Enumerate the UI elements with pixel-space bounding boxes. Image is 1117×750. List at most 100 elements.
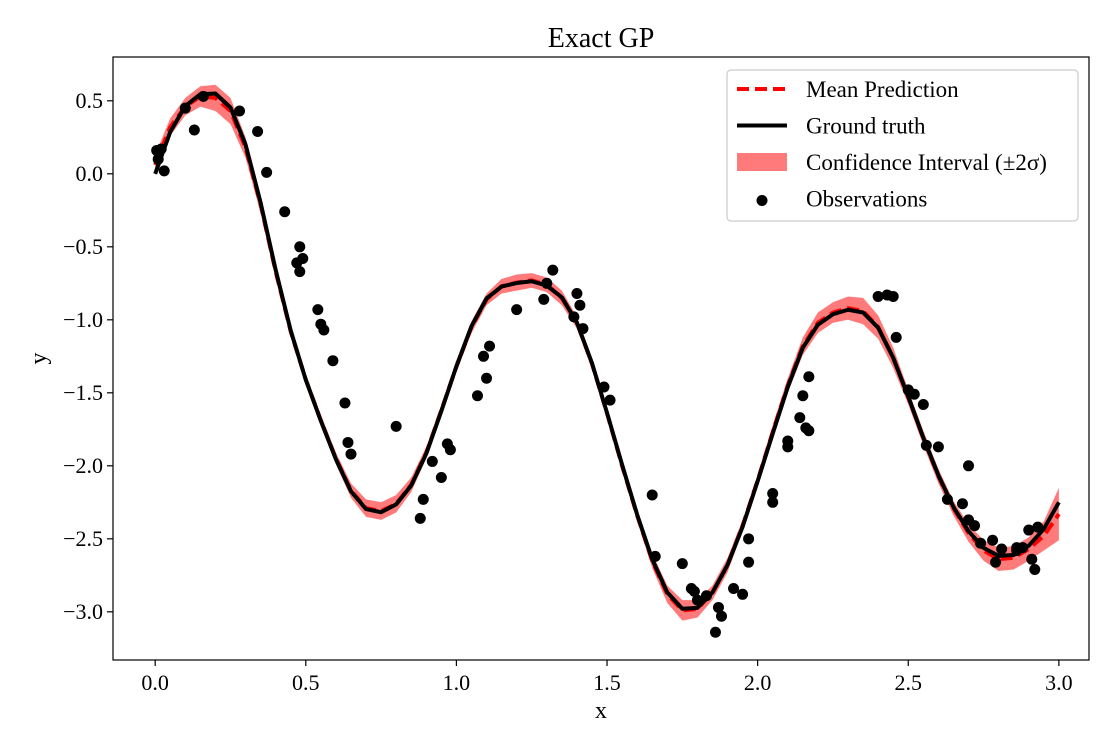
observation-point [547, 264, 559, 276]
legend-box [726, 69, 1079, 222]
axes-frame [112, 56, 1090, 661]
observation-point [538, 293, 550, 305]
observation-point [444, 444, 456, 456]
observation-point [715, 610, 727, 622]
x-tick-label: 0.5 [292, 670, 320, 695]
observation-point [511, 304, 523, 316]
observation-point [234, 105, 246, 117]
observation-point [963, 460, 975, 472]
observation-point [767, 488, 779, 500]
observation-point [987, 534, 999, 546]
observation-point [390, 420, 402, 432]
observation-point [688, 585, 700, 597]
observation-point [152, 153, 164, 165]
observation-point [649, 550, 661, 562]
observation-point [709, 626, 721, 638]
legend-label: Confidence Interval (±2σ) [806, 150, 1047, 175]
observation-point [414, 512, 426, 524]
legend-swatch-confidence-interval [737, 153, 787, 171]
x-tick-label: 3.0 [1045, 670, 1073, 695]
observation-point [996, 543, 1008, 555]
observation-point [990, 556, 1002, 568]
observation-point [484, 340, 496, 352]
observation-point [691, 594, 703, 606]
observation-point [1023, 524, 1035, 536]
x-tick-label: 0.0 [141, 670, 169, 695]
observation-point [571, 288, 583, 300]
chart-title: Exact GP [548, 23, 655, 54]
ground-truth-line [153, 91, 1061, 611]
legend-label: Mean Prediction [806, 77, 959, 102]
y-tick-label: 0.5 [76, 88, 104, 113]
observation-point [908, 388, 920, 400]
observation-point [577, 323, 589, 335]
observation-point [712, 601, 724, 613]
observation-point [294, 241, 306, 253]
y-axis-label: y [26, 353, 52, 365]
observation-point [339, 397, 351, 409]
plot-area [151, 84, 1061, 638]
observation-point [345, 448, 357, 460]
observation-point [261, 166, 273, 178]
observation-point [728, 582, 740, 594]
x-axis-label: x [595, 698, 607, 724]
observation-point [188, 124, 200, 136]
y-tick-label: −2.0 [63, 453, 103, 478]
observation-point [941, 493, 953, 505]
observation-point [1017, 542, 1029, 554]
y-tick-label: 0.0 [76, 161, 104, 186]
observation-point [797, 390, 809, 402]
legend: Mean Prediction Ground truth Confidence In… [726, 69, 1079, 222]
x-tick-label: 1.0 [443, 670, 471, 695]
observation-point [481, 372, 493, 384]
observation-point [598, 381, 610, 393]
observation-point [297, 252, 309, 264]
observation-point [197, 90, 209, 102]
observation-point [294, 266, 306, 278]
observation-point [155, 143, 167, 155]
observation-point [767, 496, 779, 508]
observation-point [700, 590, 712, 602]
observation-point [794, 412, 806, 424]
observation-point [803, 425, 815, 437]
legend-swatch-observations [756, 195, 768, 206]
observation-point [737, 588, 749, 600]
observation-point [887, 290, 899, 302]
observation-point [252, 125, 264, 137]
observation-point [279, 206, 291, 218]
axis-ticks: 0.0 0.5 1.0 1.5 2.0 2.5 3.0 0.5 0.0 −0.5 −1.0 −1.5 −… [63, 88, 1073, 695]
observation-point [956, 498, 968, 510]
observation-point [327, 355, 339, 367]
observation-point [541, 277, 553, 289]
y-tick-label: −1.0 [63, 307, 103, 332]
observation-point [646, 489, 658, 501]
y-tick-label: −1.5 [63, 380, 103, 405]
x-tick-label: 2.0 [744, 670, 772, 695]
y-tick-label: −3.0 [63, 599, 103, 624]
observation-point [920, 439, 932, 451]
observation-point [676, 558, 688, 570]
observation-point [1026, 553, 1038, 565]
observation-point [426, 455, 438, 467]
observation-point [574, 299, 586, 311]
observation-point [743, 556, 755, 568]
observation-point [478, 350, 490, 362]
y-tick-label: −0.5 [63, 234, 103, 259]
observation-point [318, 324, 330, 336]
observation-point [568, 311, 580, 323]
observation-point [782, 435, 794, 447]
y-tick-label: −2.5 [63, 526, 103, 551]
observation-point [932, 441, 944, 453]
observation-point [179, 102, 191, 114]
observation-point [917, 398, 929, 410]
x-tick-label: 1.5 [593, 670, 621, 695]
observation-point [969, 520, 981, 532]
observation-point [342, 436, 354, 448]
observation-point [803, 371, 815, 383]
observation-point [872, 290, 884, 302]
legend-label: Observations [806, 187, 927, 212]
observation-point [604, 394, 616, 406]
axes-border [112, 56, 1090, 661]
x-tick-label: 2.5 [895, 670, 923, 695]
